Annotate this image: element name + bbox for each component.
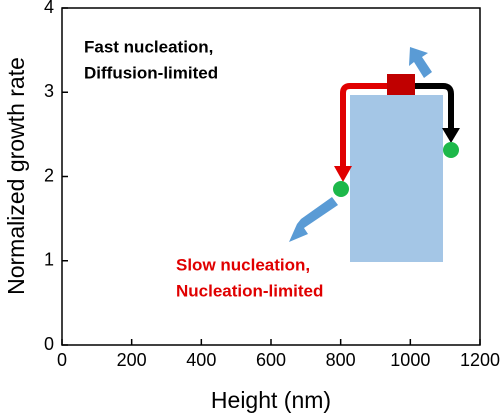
blue-arrow: [289, 197, 338, 242]
y-tick-label: 3: [44, 81, 54, 101]
substrate: [350, 95, 443, 262]
x-axis-label: Height (nm): [211, 387, 331, 413]
x-tick-label: 0: [57, 350, 67, 370]
annotation: Nucleation-limited: [176, 281, 323, 300]
black-arrowhead: [442, 128, 460, 143]
inset-diagram: [289, 47, 460, 262]
y-tick-label: 0: [44, 334, 54, 354]
annotation: Diffusion-limited: [84, 63, 218, 82]
x-tick-label: 1000: [390, 350, 430, 370]
x-tick-label: 800: [326, 350, 356, 370]
red-arrow: [340, 83, 387, 168]
y-tick-label: 1: [44, 250, 54, 270]
y-axis-label: Normalized growth rate: [3, 57, 29, 295]
red-arrowhead: [334, 166, 352, 182]
y-tick-label: 4: [44, 0, 54, 17]
blue-arrow: [409, 47, 432, 78]
annotation: Fast nucleation,: [84, 37, 213, 56]
black-arrow: [415, 83, 454, 130]
x-tick-label: 1200: [460, 350, 500, 370]
x-tick-label: 600: [256, 350, 286, 370]
plot-frame: [61, 7, 481, 346]
adatom: [333, 181, 349, 197]
adatom: [443, 142, 459, 158]
annotation: Slow nucleation,: [176, 255, 310, 274]
x-tick-label: 200: [117, 350, 147, 370]
x-tick-label: 400: [186, 350, 216, 370]
y-tick-label: 2: [44, 165, 54, 185]
nucleus: [387, 74, 415, 95]
